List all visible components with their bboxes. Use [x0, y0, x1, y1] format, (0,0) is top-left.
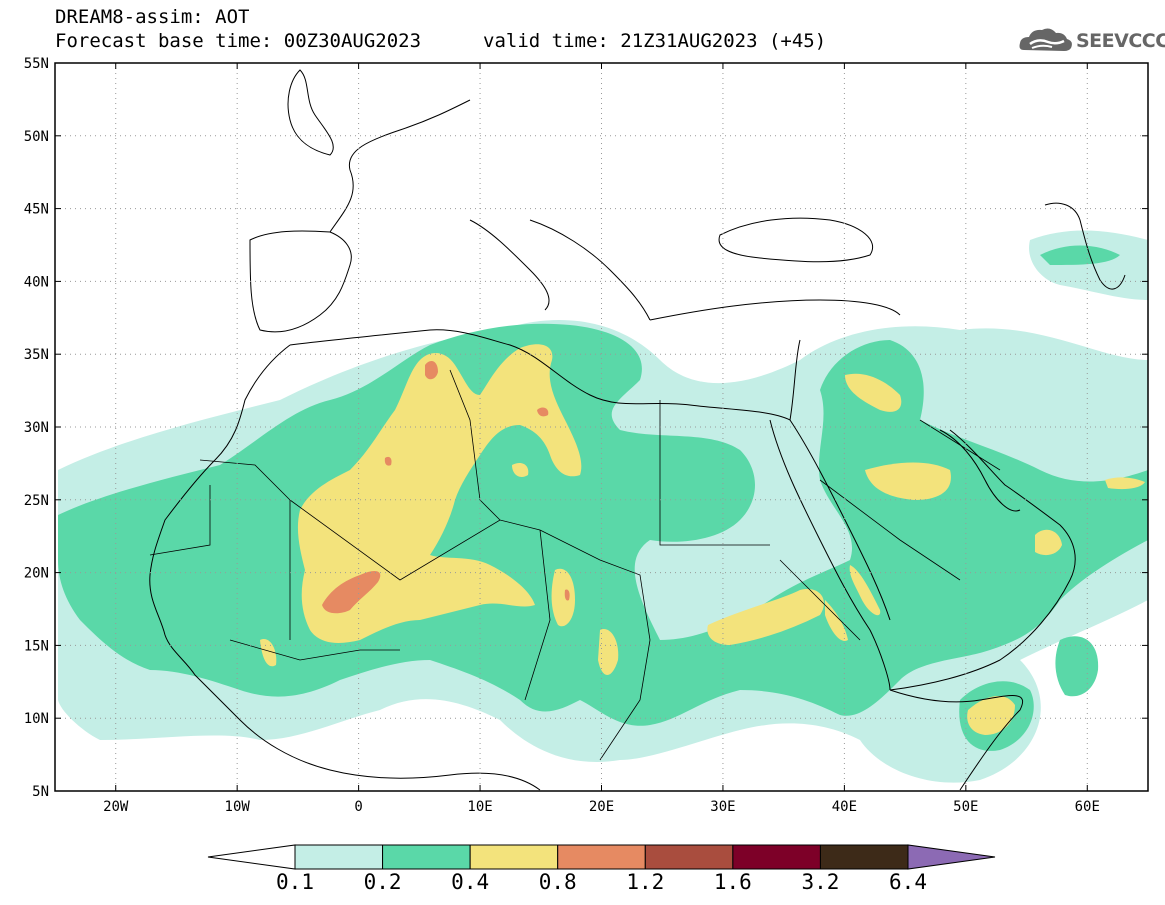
lon-label: 0 — [354, 799, 362, 815]
lat-label: 45N — [24, 202, 49, 218]
lon-label: 40E — [832, 799, 857, 815]
lon-label: 10E — [467, 799, 492, 815]
colorbar-arrow-low — [207, 844, 296, 870]
colorbar-level-label: 3.2 — [801, 870, 839, 894]
lat-label: 50N — [24, 129, 49, 145]
country-borders — [149, 369, 1001, 761]
aot-field-layer — [58, 230, 1148, 783]
lat-label: 30N — [24, 420, 49, 436]
lat-label: 15N — [24, 638, 49, 654]
axis-ticks — [55, 62, 1148, 792]
colorbar-level-label: 1.6 — [714, 870, 752, 894]
lat-label: 5N — [32, 784, 49, 800]
colorbar: 0.1 0.2 0.4 0.8 1.2 1.6 3.2 6.4 — [207, 844, 996, 894]
colorbar-swatch — [644, 844, 734, 870]
lon-label: 60E — [1075, 799, 1100, 815]
colorbar-arrow-high — [907, 844, 996, 870]
lon-label: 10W — [225, 799, 251, 815]
colorbar-level-label: 0.2 — [364, 870, 402, 894]
colorbar-level-label: 6.4 — [889, 870, 927, 894]
longitude-labels: 20W 10W 0 10E 20E 30E 40E 50E 60E — [103, 799, 1100, 815]
latitude-labels: 55N 50N 45N 40N 35N 30N 25N 20N 15N 10N 5N — [24, 56, 49, 800]
aot-band-0.4-0.8 — [260, 344, 1145, 735]
lat-label: 40N — [24, 274, 49, 290]
lon-label: 20W — [103, 799, 129, 815]
coastlines — [149, 69, 1126, 791]
lat-label: 20N — [24, 566, 49, 582]
valid-time: valid time: 21Z31AUG2023 (+45) — [483, 30, 827, 52]
cloud-icon — [1019, 28, 1072, 51]
colorbar-swatch — [294, 844, 384, 870]
lon-label: 30E — [710, 799, 735, 815]
aot-band-0.8-1.2 — [322, 360, 570, 614]
map-title: DREAM8-assim: AOT — [55, 6, 250, 28]
logo-text: SEEVCCC — [1076, 30, 1165, 52]
seevccc-logo: SEEVCCC — [1018, 22, 1165, 58]
lat-label: 55N — [24, 56, 49, 72]
colorbar-swatch — [819, 844, 909, 870]
graticule — [55, 63, 1148, 791]
colorbar-level-label: 0.4 — [451, 870, 489, 894]
colorbar-level-label: 0.8 — [539, 870, 577, 894]
lat-label: 10N — [24, 711, 49, 727]
colorbar-level-label: 0.1 — [276, 870, 314, 894]
lat-label: 35N — [24, 347, 49, 363]
colorbar-swatch — [732, 844, 821, 870]
colorbar-swatch — [557, 844, 646, 870]
forecast-base-time: Forecast base time: 00Z30AUG2023 — [55, 30, 422, 52]
colorbar-swatch — [469, 844, 559, 870]
lat-label: 25N — [24, 493, 49, 509]
colorbar-level-label: 1.2 — [626, 870, 664, 894]
lon-label: 50E — [953, 799, 978, 815]
colorbar-swatch — [382, 844, 471, 870]
lon-label: 20E — [589, 799, 614, 815]
